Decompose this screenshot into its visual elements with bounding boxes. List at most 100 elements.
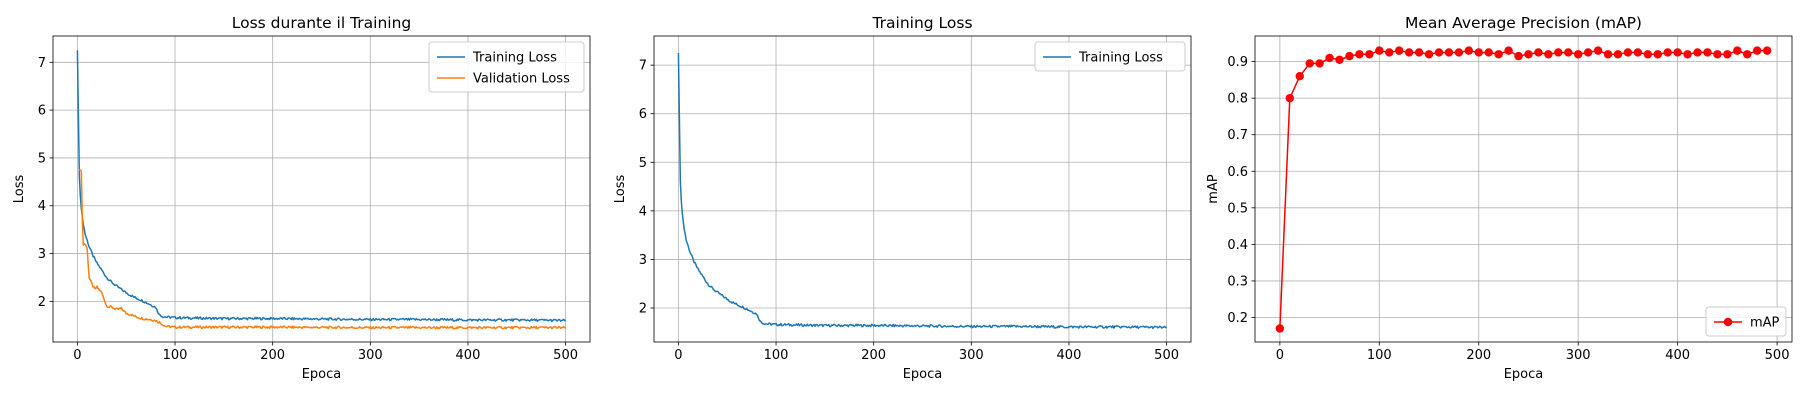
y-tick-label: 4 bbox=[639, 204, 647, 219]
y-tick-label: 6 bbox=[639, 107, 647, 122]
y-tick-label: 0.3 bbox=[1227, 274, 1248, 289]
y-tick-label: 2 bbox=[38, 295, 46, 310]
x-tick-label: 500 bbox=[553, 348, 578, 363]
y-tick-label: 0.5 bbox=[1227, 201, 1248, 216]
x-tick-label: 0 bbox=[674, 348, 682, 363]
data-point bbox=[1703, 48, 1712, 57]
data-point bbox=[1504, 46, 1513, 55]
data-point bbox=[1613, 50, 1623, 59]
legend-box bbox=[428, 41, 585, 93]
axes-frame bbox=[1254, 35, 1793, 343]
legend-marker bbox=[1723, 317, 1733, 327]
data-point bbox=[1683, 50, 1692, 59]
data-point bbox=[1623, 48, 1633, 57]
data-point bbox=[1325, 53, 1334, 63]
data-point bbox=[1593, 46, 1603, 55]
data-point bbox=[1484, 48, 1493, 57]
x-tick-label: 300 bbox=[1566, 348, 1591, 363]
series-line-validation-loss bbox=[78, 169, 566, 330]
data-point bbox=[1335, 55, 1344, 64]
x-tick-label: 200 bbox=[861, 348, 886, 363]
y-tick-label: 0.2 bbox=[1227, 311, 1248, 326]
x-tick-label: 400 bbox=[1665, 348, 1690, 363]
data-point bbox=[1583, 48, 1593, 57]
y-tick-label: 7 bbox=[38, 56, 46, 71]
x-tick-label: 100 bbox=[764, 348, 789, 363]
y-tick-label: 3 bbox=[639, 253, 647, 268]
data-point bbox=[1404, 48, 1414, 57]
chart-title: Training Loss bbox=[871, 14, 972, 32]
data-point bbox=[1464, 46, 1474, 55]
data-point bbox=[1713, 50, 1722, 59]
data-point bbox=[1474, 48, 1483, 57]
x-axis-label: Epoca bbox=[903, 367, 943, 382]
y-tick-label: 5 bbox=[639, 156, 647, 171]
y-tick-label: 0.6 bbox=[1227, 165, 1248, 180]
data-point bbox=[1762, 46, 1772, 55]
plot-area bbox=[677, 52, 1167, 330]
x-tick-label: 300 bbox=[959, 348, 984, 363]
data-point bbox=[1295, 72, 1304, 81]
y-tick-label: 0.8 bbox=[1227, 92, 1248, 107]
legend-label: Training Loss bbox=[472, 51, 557, 66]
y-tick-label: 0.4 bbox=[1227, 238, 1248, 253]
data-point bbox=[1633, 48, 1643, 57]
legend-label: mAP bbox=[1750, 316, 1780, 331]
data-point bbox=[1424, 50, 1434, 59]
plot-area bbox=[1275, 46, 1772, 333]
data-point bbox=[1414, 48, 1424, 57]
data-point bbox=[1544, 50, 1553, 59]
data-point bbox=[1723, 50, 1732, 59]
data-point bbox=[1285, 93, 1295, 103]
chart-panel-2: 0 100 200 300 400 500 2 3 4 5 6 7 Training Loss Epoca… bbox=[613, 14, 1192, 382]
x-axis-label: Epoca bbox=[302, 367, 342, 382]
data-point bbox=[1653, 50, 1662, 59]
y-axis-label: Loss bbox=[613, 175, 628, 204]
legend: Training Loss Validation Loss bbox=[428, 41, 585, 93]
legend: mAP bbox=[1705, 306, 1787, 337]
data-point bbox=[1534, 48, 1543, 57]
x-tick-label: 300 bbox=[358, 348, 383, 363]
legend-label: Validation Loss bbox=[473, 72, 570, 87]
y-tick-label: 4 bbox=[38, 199, 46, 214]
data-point bbox=[1394, 46, 1404, 55]
data-point bbox=[1434, 48, 1444, 57]
y-tick-label: 2 bbox=[639, 302, 647, 317]
data-point bbox=[1514, 51, 1523, 61]
plot-area bbox=[76, 50, 566, 330]
y-tick-label: 3 bbox=[38, 247, 46, 262]
data-point bbox=[1524, 50, 1533, 59]
chart-title: Mean Average Precision (mAP) bbox=[1405, 14, 1642, 32]
data-point bbox=[1275, 324, 1285, 333]
data-point bbox=[1752, 46, 1762, 55]
data-point bbox=[1375, 46, 1384, 55]
data-point bbox=[1494, 50, 1503, 59]
x-tick-label: 500 bbox=[1765, 348, 1790, 363]
axes-frame bbox=[52, 35, 591, 343]
data-point bbox=[1305, 59, 1314, 68]
data-point bbox=[1355, 50, 1364, 59]
y-tick-label: 0.7 bbox=[1227, 128, 1248, 143]
data-point bbox=[1345, 51, 1354, 61]
x-tick-label: 400 bbox=[456, 348, 481, 363]
x-tick-label: 100 bbox=[1367, 348, 1392, 363]
chart-panel-1: 0 100 200 300 400 500 2 3 4 5 6 7 Loss durante il Tr… bbox=[12, 14, 591, 382]
legend: Training Loss bbox=[1034, 41, 1186, 72]
data-point bbox=[1564, 48, 1573, 57]
x-tick-label: 200 bbox=[1466, 348, 1491, 363]
series-line-training-loss bbox=[76, 50, 566, 323]
x-axis-label: Epoca bbox=[1504, 367, 1544, 382]
x-tick-label: 500 bbox=[1154, 348, 1179, 363]
y-tick-label: 7 bbox=[639, 59, 647, 74]
y-axis-label: mAP bbox=[1206, 174, 1221, 204]
x-tick-label: 400 bbox=[1057, 348, 1082, 363]
data-point bbox=[1693, 48, 1702, 57]
x-tick-label: 0 bbox=[73, 348, 81, 363]
y-axis-label: Loss bbox=[12, 175, 27, 204]
x-tick-label: 0 bbox=[1276, 348, 1284, 363]
data-point bbox=[1743, 50, 1752, 59]
data-point bbox=[1663, 48, 1672, 57]
chart-title: Loss durante il Training bbox=[232, 14, 412, 32]
y-tick-label: 0.9 bbox=[1227, 55, 1248, 70]
